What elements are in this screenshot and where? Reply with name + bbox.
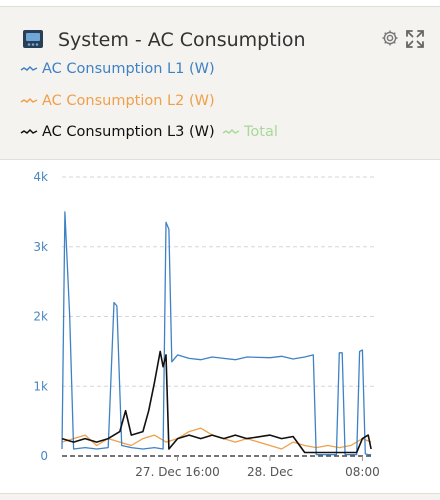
y-tick-label: 3k: [33, 240, 48, 254]
y-tick-label: 2k: [33, 310, 48, 324]
legend-label: AC Consumption L3 (W): [42, 124, 215, 140]
series-line-ac-consumption-l3-w: [61, 350, 372, 454]
x-tick-label: 08:00: [345, 465, 380, 479]
line-chart[interactable]: 0 1k 2k 3k 4k 27. Dec 16:00 28. Dec 08:00: [0, 160, 440, 490]
legend-label: Total: [244, 124, 278, 140]
widget-header: System - AC Consumption AC Consumption L…: [0, 6, 440, 160]
series-line-icon: [20, 128, 38, 134]
x-tick-label: 27. Dec 16:00: [135, 465, 220, 479]
top-strip: [0, 0, 440, 6]
expand-icon[interactable]: [405, 29, 425, 49]
gear-icon[interactable]: [381, 29, 399, 47]
x-tick-label: 28. Dec: [247, 465, 293, 479]
series-line-icon: [20, 65, 38, 71]
chart-area[interactable]: 0 1k 2k 3k 4k 27. Dec 16:00 28. Dec 08:00: [0, 160, 440, 490]
series-line-ac-consumption-l1-w: [61, 211, 372, 456]
y-tick-label: 0: [40, 449, 48, 463]
series-line-icon: [222, 128, 240, 134]
widget-title: System - AC Consumption: [58, 29, 306, 51]
legend-label: AC Consumption L1 (W): [42, 61, 215, 77]
series-line-icon: [20, 97, 38, 103]
legend-item-l1[interactable]: AC Consumption L1 (W): [20, 59, 215, 79]
legend-label: AC Consumption L2 (W): [42, 93, 215, 109]
y-tick-label: 1k: [33, 379, 48, 393]
bottom-strip: [0, 493, 440, 500]
y-tick-label: 4k: [33, 170, 48, 184]
legend-item-l2[interactable]: AC Consumption L2 (W): [20, 91, 215, 111]
legend-item-total[interactable]: Total: [222, 122, 278, 142]
device-monitor-icon: [23, 30, 43, 48]
legend-item-l3[interactable]: AC Consumption L3 (W): [20, 122, 215, 142]
